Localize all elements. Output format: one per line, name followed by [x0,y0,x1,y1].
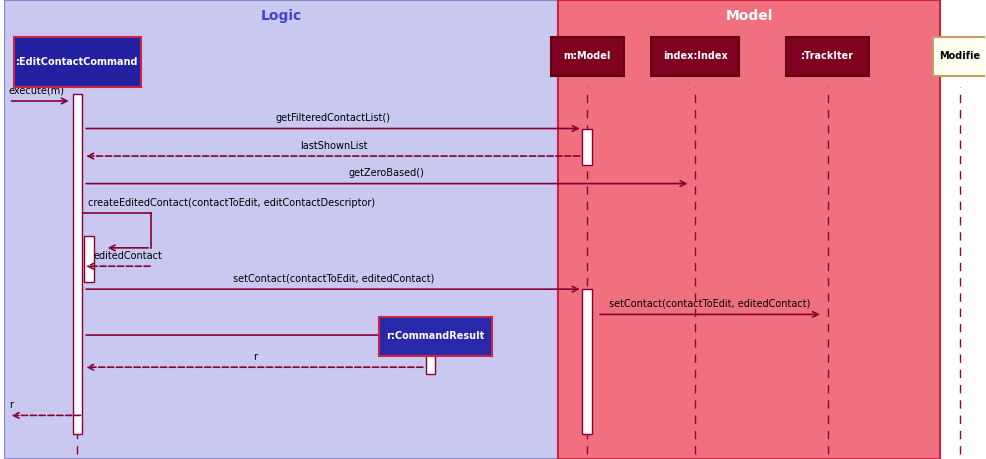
Text: r: r [253,352,257,362]
Text: :TrackIter: :TrackIter [802,51,854,61]
Text: createEditedContact(contactToEdit, editContactDescriptor): createEditedContact(contactToEdit, editC… [89,198,376,208]
Bar [558,0,941,459]
Bar [426,335,436,374]
Text: index:Index: index:Index [663,51,728,61]
Text: getZeroBased(): getZeroBased() [348,168,424,178]
Text: Model: Model [726,9,773,23]
Bar [583,289,593,434]
Bar [933,37,986,76]
Bar [73,94,83,434]
Text: setContact(contactToEdit, editedContact): setContact(contactToEdit, editedContact) [609,299,810,309]
Bar [14,37,141,87]
Bar [85,236,94,282]
Bar [4,0,558,459]
Text: r: r [9,400,13,410]
Text: Modifie: Modifie [940,51,981,61]
Bar [583,129,593,165]
Text: r:CommandResult: r:CommandResult [387,331,484,341]
Bar [786,37,870,76]
Text: execute(m): execute(m) [9,85,65,95]
Text: m:Model: m:Model [564,51,611,61]
Text: lastShownList: lastShownList [300,140,367,151]
Bar [550,37,624,76]
Text: setContact(contactToEdit, editedContact): setContact(contactToEdit, editedContact) [233,274,434,284]
Text: editedContact: editedContact [94,251,163,261]
Bar [651,37,740,76]
Text: getFilteredContactList(): getFilteredContactList() [276,113,390,123]
Text: :EditContactCommand: :EditContactCommand [16,57,139,67]
Bar [379,317,492,356]
Text: Logic: Logic [260,9,302,23]
